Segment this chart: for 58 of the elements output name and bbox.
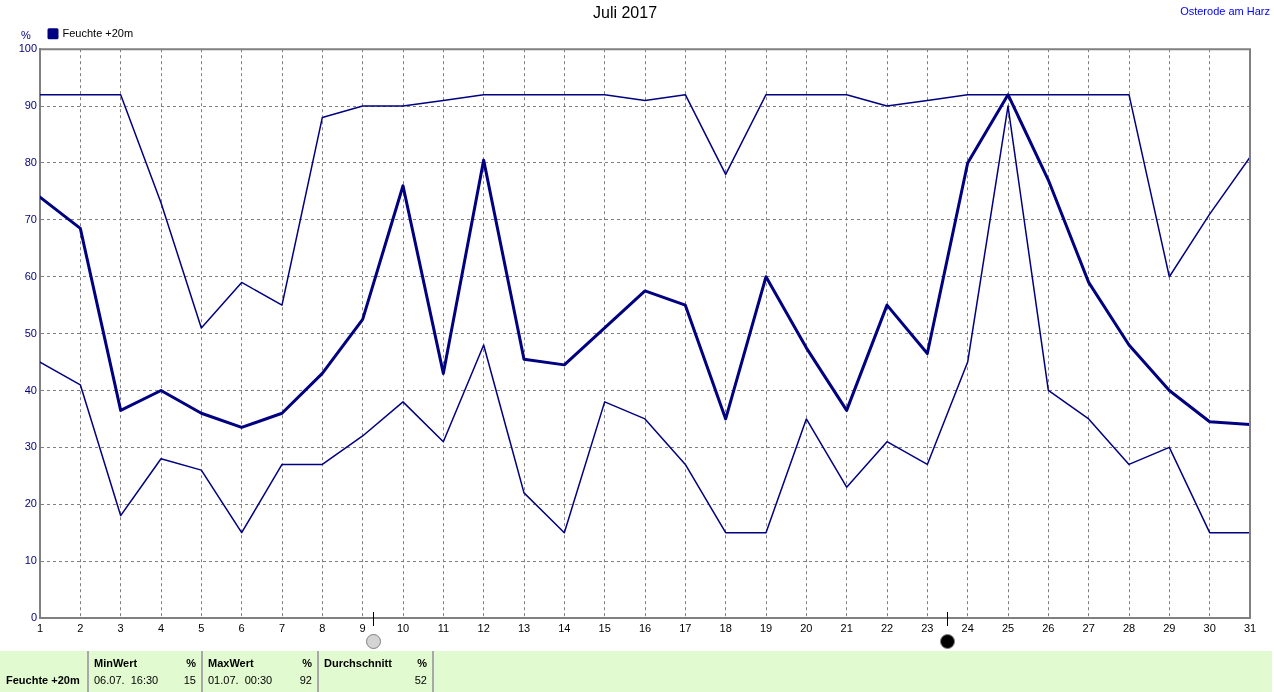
x-tick-label: 18 [719, 621, 732, 634]
text: 52 [414, 674, 427, 686]
x-tick-label: 31 [1243, 621, 1257, 634]
x-tick-label: 30 [1203, 621, 1216, 634]
text: Feuchte +20m [6, 674, 80, 686]
y-tick-label: 30 [24, 440, 37, 453]
x-tick-label: 27 [1082, 621, 1095, 634]
text: 01.07. 00:30 [208, 674, 273, 686]
y-tick-label: 0 [30, 611, 37, 624]
x-tick-label: 8 [319, 621, 326, 634]
text: % [302, 657, 312, 669]
x-tick-label: 15 [598, 621, 611, 634]
text: % [417, 657, 427, 669]
text: Durchschnitt [324, 657, 392, 669]
text: MinWert [94, 657, 138, 669]
y-tick-label: 100 [18, 42, 37, 55]
y-tick-label: 10 [24, 554, 37, 567]
text: 15 [183, 674, 196, 686]
x-tick-label: 29 [1163, 621, 1176, 634]
x-tick-label: 12 [477, 621, 490, 634]
text: % [186, 657, 196, 669]
x-tick-label: 4 [157, 621, 165, 634]
x-tick-label: 6 [238, 621, 245, 634]
y-tick-label: 60 [24, 269, 37, 282]
text: 06.07. 16:30 [94, 674, 159, 686]
x-tick-label: 24 [961, 621, 974, 634]
x-tick-label: 5 [198, 621, 205, 634]
chart-subtitle: Osterode am Harz [1180, 5, 1270, 18]
y-tick-label: 40 [24, 383, 37, 396]
legend-label: Feuchte +20m [62, 26, 134, 39]
x-tick-label: 20 [800, 621, 813, 634]
y-axis-title: % [21, 29, 32, 42]
x-tick-label: 19 [759, 621, 773, 634]
y-tick-label: 80 [24, 155, 37, 168]
x-tick-label: 25 [1001, 621, 1015, 634]
x-tick-label: 16 [638, 621, 652, 634]
y-tick-label: 20 [24, 497, 37, 510]
x-tick-label: 21 [840, 621, 853, 634]
x-tick-label: 17 [679, 621, 692, 634]
x-tick-label: 14 [558, 621, 571, 634]
y-tick-label: 70 [24, 212, 37, 225]
x-tick-label: 10 [396, 621, 410, 634]
x-tick-label: 2 [77, 621, 84, 634]
x-tick-label: 1 [36, 621, 44, 634]
x-tick-label: 3 [117, 621, 124, 634]
chart-title: Juli 2017 [592, 4, 658, 22]
text: 92 [299, 674, 312, 686]
x-tick-label: 9 [359, 621, 366, 634]
x-tick-label: 28 [1122, 621, 1136, 634]
x-tick-label: 13 [517, 621, 531, 634]
x-tick-label: 26 [1042, 621, 1055, 634]
y-tick-label: 50 [24, 326, 37, 339]
x-tick-label: 22 [880, 621, 894, 634]
y-tick-label: 90 [24, 99, 37, 112]
x-tick-label: 11 [437, 621, 450, 634]
x-tick-label: 23 [921, 621, 934, 634]
x-tick-label: 7 [278, 621, 286, 634]
text: MaxWert [208, 657, 254, 669]
